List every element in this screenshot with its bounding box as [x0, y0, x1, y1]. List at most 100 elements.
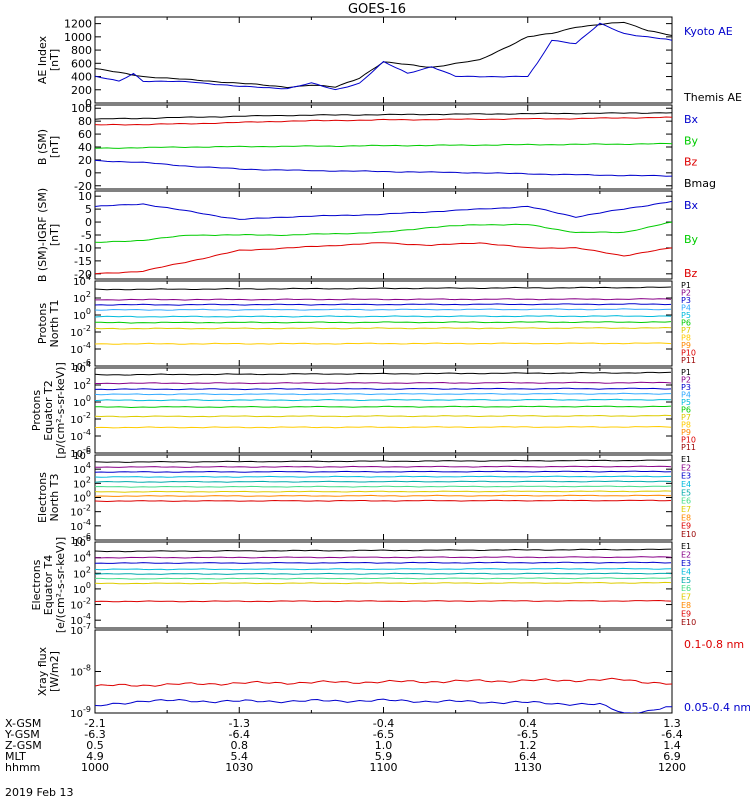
- y-tick-label: 100: [73, 307, 91, 322]
- y-axis-label: Electrons: [30, 559, 43, 610]
- y-axis-label: Xray flux: [36, 646, 49, 696]
- channel-line: [95, 387, 672, 391]
- y-tick-label: 100: [73, 490, 91, 505]
- series-line: [95, 116, 672, 126]
- legend-entry: Themis AE: [683, 91, 742, 104]
- legend-entry: P10: [681, 349, 696, 358]
- y-tick-label: -15: [74, 255, 92, 268]
- ephemeris-value: 1.2: [519, 739, 537, 752]
- y-tick-label: 102: [73, 475, 91, 490]
- plot-area: [95, 371, 672, 429]
- series-line: [95, 677, 672, 687]
- series-line: [95, 242, 672, 275]
- y-tick-label: 10-8: [70, 664, 91, 679]
- ephemeris-value: 0.4: [519, 717, 537, 730]
- legend-entry: E4: [681, 567, 691, 576]
- legend-entry: By: [684, 233, 699, 246]
- ephemeris-value: 1.4: [663, 739, 681, 752]
- legend-entry: 0.1-0.8 nm: [684, 638, 744, 651]
- legend-entry: Bx: [684, 199, 699, 212]
- y-tick-label: 10-4: [70, 518, 91, 533]
- y-tick-label: -5: [81, 229, 92, 242]
- ephemeris-value: 5.9: [375, 750, 393, 763]
- channel-line: [95, 392, 672, 396]
- ephemeris-axis: X-GSM -2.1 -1.3 -0.4 0.4 1.3 Y-GSM -6.3 -6.4 -6.5…: [4, 717, 686, 774]
- legend-entry: P6: [681, 319, 691, 328]
- y-axis-label: AE Index: [36, 35, 49, 84]
- legend-entry: P5: [681, 398, 691, 407]
- channel-line: [95, 599, 672, 603]
- y-tick-label: 10-2: [70, 597, 91, 612]
- legend-entry: P4: [681, 304, 691, 313]
- y-tick-label: -20: [74, 180, 92, 193]
- channel-line: [95, 286, 672, 291]
- channel-line: [95, 567, 672, 571]
- legend-entry: P6: [681, 406, 691, 415]
- legend-entry: Bmag: [684, 177, 716, 190]
- channel-line: [95, 480, 672, 483]
- ephemeris-value: -2.1: [84, 717, 105, 730]
- legend-entry: P11: [681, 356, 696, 365]
- legend-entry: P1: [681, 368, 691, 377]
- ephemeris-row-label: Y-GSM: [4, 728, 40, 741]
- y-tick-label: 0: [85, 97, 92, 110]
- y-tick-label: 104: [73, 461, 91, 476]
- series-line: [95, 142, 672, 149]
- panel-frame: [94, 541, 673, 629]
- ephemeris-value: -6.5: [517, 728, 538, 741]
- legend-entry: P7: [681, 413, 691, 422]
- legend-entry: P7: [681, 326, 691, 335]
- y-tick-label: 20: [78, 154, 92, 167]
- y-axis-label: [nT]: [48, 224, 61, 246]
- channel-line: [95, 556, 672, 559]
- y-axis-label: Protons: [30, 390, 43, 431]
- channel-line: [95, 315, 672, 318]
- y-tick-label: 102: [73, 290, 91, 305]
- channel-line: [95, 485, 672, 488]
- y-axis-label: North T3: [48, 474, 61, 522]
- ephemeris-value: 1.0: [375, 739, 393, 752]
- y-tick-label: -10: [74, 242, 92, 255]
- channel-line: [95, 298, 672, 301]
- series-line: [95, 159, 672, 177]
- y-tick-label: 10-4: [70, 341, 91, 356]
- legend-entry: Bx: [684, 113, 699, 126]
- legend-entry: P5: [681, 311, 691, 320]
- panel-frame: [94, 454, 673, 541]
- ephemeris-value: -1.3: [229, 717, 250, 730]
- legend-entry: P2: [681, 376, 691, 385]
- legend-entry: E1: [681, 542, 691, 551]
- y-tick-label: 400: [71, 71, 92, 84]
- legend-entry: E6: [681, 497, 691, 506]
- y-tick-label: 80: [78, 115, 92, 128]
- plot-area: [95, 548, 672, 603]
- ephemeris-value: 1200: [658, 761, 686, 774]
- y-tick-label: 1000: [64, 31, 92, 44]
- y-tick-label: 800: [71, 44, 92, 57]
- legend-entry: E6: [681, 584, 691, 593]
- y-axis-label: [nT]: [48, 49, 61, 71]
- channel-line: [95, 572, 672, 575]
- legend-entry: P10: [681, 436, 696, 445]
- legend-entry: Bz: [684, 156, 698, 169]
- legend-entry: P2: [681, 289, 691, 298]
- plot-area: [95, 200, 672, 275]
- legend-entry: E9: [681, 522, 691, 531]
- legend-entry: Bz: [684, 267, 698, 280]
- y-tick-label: 10: [78, 190, 92, 203]
- panel-frame: [94, 190, 673, 280]
- y-tick-label: 100: [73, 581, 91, 596]
- plot-area: [95, 112, 672, 177]
- series-line: [95, 221, 672, 243]
- y-axis-label: B (SM): [36, 129, 49, 165]
- channel-line: [95, 548, 672, 553]
- legend-entry: E7: [681, 505, 691, 514]
- plot-area: [95, 677, 672, 713]
